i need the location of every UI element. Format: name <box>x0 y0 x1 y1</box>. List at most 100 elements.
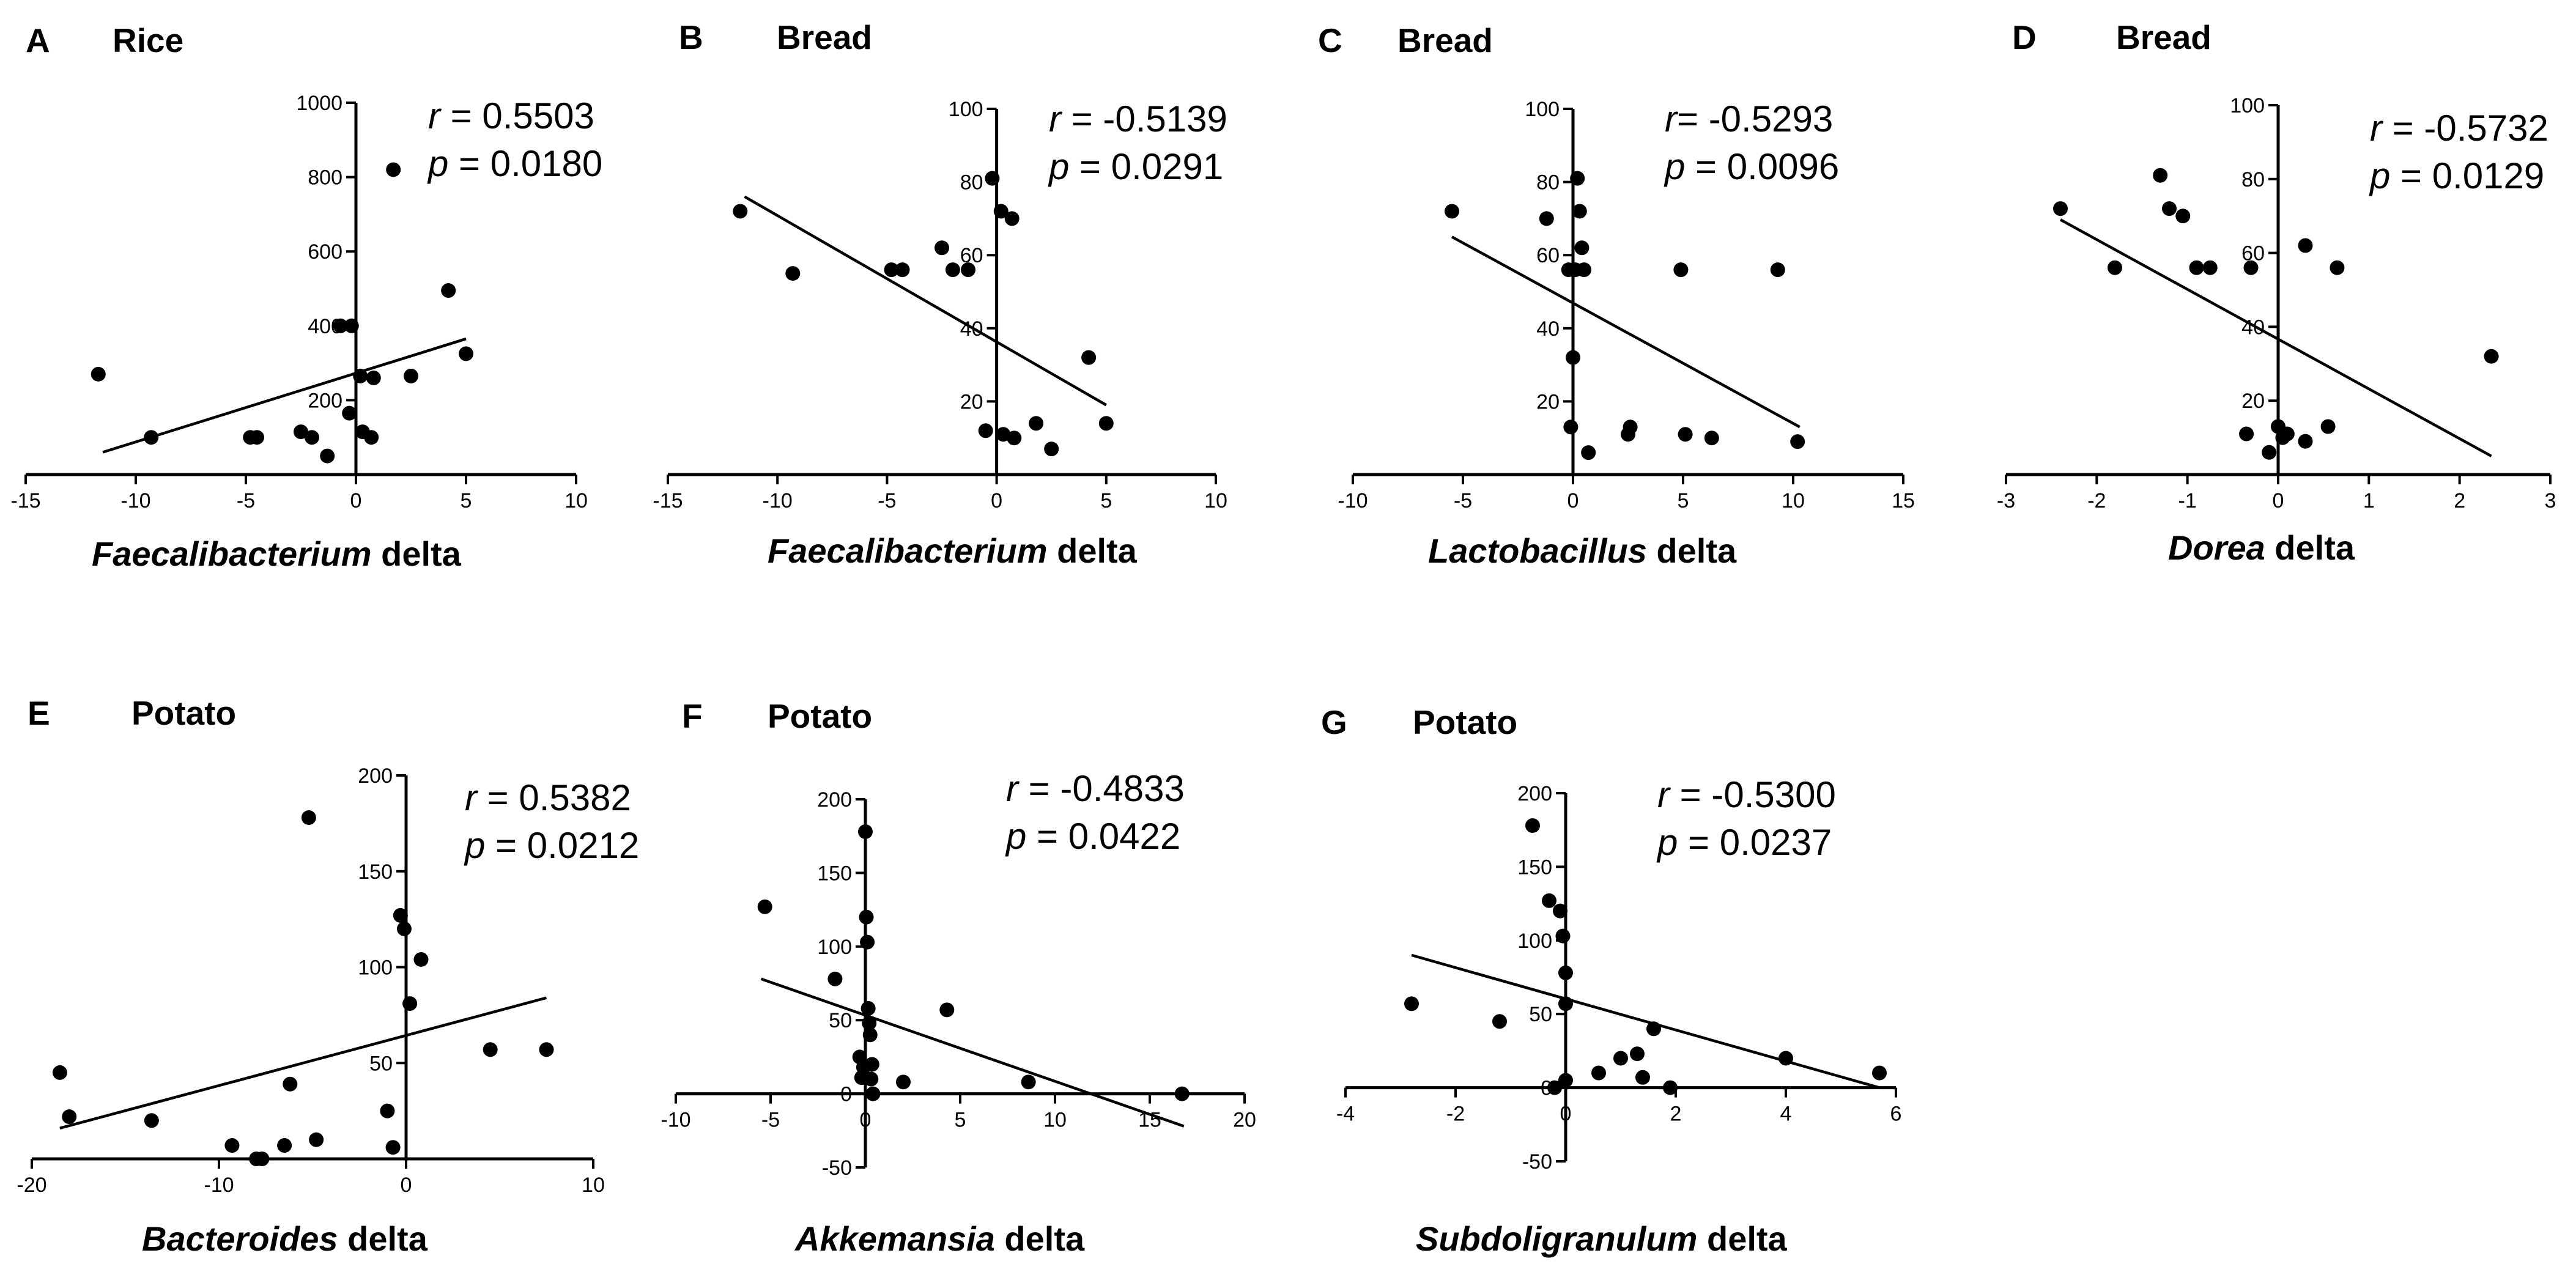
panel-g-x-tick-label: 0 <box>1560 1103 1572 1126</box>
panel-c-x-tick-label: 5 <box>1678 489 1689 512</box>
panel-c-data-point <box>1566 350 1580 365</box>
panel-d-data-point <box>2153 168 2168 183</box>
panel-g-data-point <box>1547 1080 1562 1095</box>
panel-d-x-tick-label: 0 <box>2273 489 2284 512</box>
panel-f-fit-line <box>760 977 1185 1128</box>
panel-b-data-point <box>985 171 1000 186</box>
panel-b-data-point <box>733 204 748 219</box>
panel-c-x-label: Lactobacillus delta <box>1428 531 1737 570</box>
panel-g-data-point <box>1872 1065 1887 1081</box>
panel-d-x-tick-label: -2 <box>2087 489 2106 512</box>
panel-e-r-stat: r = 0.5382 <box>465 777 631 818</box>
panel-b-x-tick-label: -10 <box>763 489 793 512</box>
panel-g: -4 -2 0 2 4 6 -50 0 50 100 150 200 G Potato r = -0.530… <box>1321 703 1901 1258</box>
panel-d-data-point <box>2279 426 2295 442</box>
panel-c-data-point <box>1678 427 1693 442</box>
panel-c-y-tick-label: 40 <box>1536 317 1560 341</box>
panel-f-r-stat: r = -0.4833 <box>1006 768 1185 809</box>
panel-a-y-tick-label: 800 <box>308 166 342 190</box>
panel-a-title: Rice <box>113 21 183 59</box>
panel-d-data-point <box>2053 201 2068 216</box>
panel-f-y-tick-label: 100 <box>817 936 852 959</box>
panel-a-data-point <box>91 366 106 382</box>
panel-b-data-point <box>1007 431 1022 446</box>
panel-g-y-tick-label: 150 <box>1517 856 1552 879</box>
panel-g-x-tick-label: -4 <box>1336 1103 1355 1126</box>
panel-b-data-point <box>1081 350 1097 365</box>
panel-g-x-tick-label: 4 <box>1780 1103 1792 1126</box>
panel-c-x-tick-label: -5 <box>1454 489 1472 512</box>
panel-g-data-point <box>1646 1021 1661 1037</box>
panel-c-title: Bread <box>1397 21 1493 59</box>
panel-f-data-point <box>862 1027 878 1043</box>
panel-g-y-tick-label: -50 <box>1522 1150 1552 1174</box>
panel-f-data-point <box>939 1002 955 1018</box>
panel-g-data-point <box>1558 996 1573 1011</box>
panel-g-y-tick-label: 200 <box>1517 782 1552 805</box>
panel-f-title: Potato <box>768 697 872 735</box>
panel-d-data-point <box>2298 434 2313 449</box>
panel-e-y-tick-label: 150 <box>358 860 393 884</box>
panel-f-data-point <box>860 934 875 950</box>
panel-g-data-point <box>1542 893 1556 908</box>
panel-g-fit-line <box>1411 953 1880 1089</box>
panel-g-y-tick-label: 0 <box>1541 1077 1552 1100</box>
panel-b-x-tick-label: -15 <box>653 489 683 512</box>
panel-d-y-tick-label: 100 <box>2230 94 2265 117</box>
panel-e-data-point <box>254 1152 270 1166</box>
panel-f-letter: F <box>682 697 703 735</box>
panel-f-y-tick-label: 150 <box>817 862 852 885</box>
panel-g-x-tick-label: -2 <box>1446 1103 1465 1126</box>
panel-b-y-tick-label: 100 <box>949 98 983 121</box>
panel-a-data-point <box>342 405 357 421</box>
panel-f-data-point <box>827 971 843 986</box>
panel-e-y-tick-label: 200 <box>358 764 393 788</box>
panel-g-data-point <box>1555 928 1571 944</box>
panel-g-p-stat: p = 0.0237 <box>1656 822 1832 863</box>
panel-f-data-point <box>858 824 873 839</box>
panel-c-data-point <box>1704 431 1719 446</box>
panel-a-p-stat: p = 0.0180 <box>427 143 602 184</box>
panel-d-x-label: Dorea delta <box>2168 528 2355 567</box>
panel-c-data-point <box>1445 204 1459 219</box>
panel-b-title: Bread <box>777 18 872 56</box>
panel-e-fit-line <box>59 996 547 1130</box>
panel-b-fit-line <box>744 195 1107 407</box>
panel-d-y-tick-label: 20 <box>2241 390 2265 413</box>
panel-d-fit-line <box>2059 218 2492 457</box>
panel-g-data-point <box>1525 818 1540 833</box>
panel-a-x-tick-label: -10 <box>120 489 150 512</box>
panel-e-y-tick-label: 50 <box>369 1052 393 1075</box>
panel-d-y-tick-label: 80 <box>2241 168 2265 191</box>
panel-e-data-point <box>539 1042 554 1057</box>
panel-c-x-tick-label: -10 <box>1338 489 1368 512</box>
panel-e-x-tick-label: -10 <box>204 1174 234 1197</box>
panel-f-data-point <box>864 1071 879 1087</box>
panel-e-x-tick-label: -20 <box>17 1174 46 1197</box>
panel-a-data-point <box>344 318 359 333</box>
panel-c-data-point <box>1581 445 1596 460</box>
panel-e-data-point <box>402 996 418 1011</box>
panel-g-data-point <box>1630 1046 1645 1062</box>
panel-b-x-tick-label: 5 <box>1100 489 1112 512</box>
panel-a-data-point <box>404 368 418 383</box>
panel-e-data-point <box>62 1109 77 1125</box>
panel-e-data-point <box>144 1113 159 1128</box>
panel-c-data-point <box>1623 420 1638 435</box>
panel-a-data-point <box>333 318 348 333</box>
panel-e-data-point <box>380 1103 395 1119</box>
panel-c-p-stat: p = 0.0096 <box>1664 146 1839 187</box>
panel-f-data-point <box>864 1057 879 1072</box>
panel-e-title: Potato <box>131 694 236 732</box>
panel-e-data-point <box>483 1042 498 1057</box>
panel-c-letter: C <box>1318 21 1342 59</box>
panel-f-data-point <box>757 899 772 914</box>
panel-d-x-tick-label: -3 <box>1997 489 2015 512</box>
panel-f-x-tick-label: 10 <box>1043 1109 1067 1132</box>
panel-c-data-point <box>1563 420 1579 435</box>
panel-d-data-point <box>2330 260 2345 275</box>
panel-d-data-point <box>2484 349 2499 364</box>
panel-d-x-tick-label: 3 <box>2545 489 2556 512</box>
panel-f-x-tick-label: 20 <box>1233 1109 1256 1132</box>
